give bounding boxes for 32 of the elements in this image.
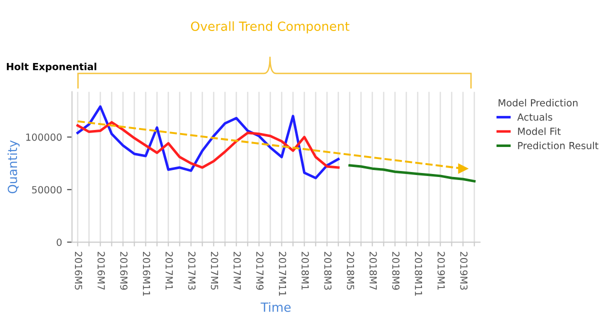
legend-label: Actuals bbox=[517, 113, 552, 121]
y-axis-title: Quantity bbox=[8, 140, 20, 194]
y-tick-label: 50000 bbox=[32, 186, 62, 194]
x-axis-title: Time bbox=[260, 302, 291, 312]
text: Overall Trend Component bbox=[191, 21, 350, 34]
x-tick-label: 2016M7 bbox=[98, 252, 105, 290]
x-tick-label: 2018M5 bbox=[346, 252, 354, 290]
legend-label: Model Fit bbox=[518, 127, 561, 135]
x-tick-label: 2017M3 bbox=[188, 252, 196, 290]
x-tick-label: 2018M3 bbox=[324, 252, 332, 290]
x-tick-label: 2018M9 bbox=[392, 252, 400, 290]
legend-label: Prediction Result bbox=[518, 142, 598, 150]
x-tick-label: 2016M11 bbox=[142, 252, 150, 296]
x-tick-label: 2017M11 bbox=[278, 252, 286, 296]
x-tick-label: 2016M9 bbox=[120, 252, 128, 290]
chart-title: Holt Exponential bbox=[6, 62, 96, 72]
line-series bbox=[348, 164, 476, 182]
x-tick-label: 2019M1 bbox=[438, 252, 445, 290]
legend-title: Model Prediction bbox=[498, 98, 578, 106]
x-tick-label: 2019M3 bbox=[460, 252, 468, 290]
line-series bbox=[76, 105, 340, 180]
x-tick-label: 2017M1 bbox=[166, 252, 173, 290]
x-tick-label: 2018M1 bbox=[302, 252, 309, 290]
x-tick-label: 2018M11 bbox=[414, 252, 422, 296]
x-tick-label: 2017M9 bbox=[256, 252, 264, 290]
y-tick-label: 0 bbox=[56, 238, 62, 246]
x-tick-label: 2017M7 bbox=[234, 252, 241, 290]
x-tick-label: 2016M5 bbox=[74, 252, 82, 290]
x-tick-label: 2018M7 bbox=[370, 252, 377, 290]
y-tick-label: 100000 bbox=[26, 134, 62, 141]
x-tick-label: 2017M5 bbox=[210, 252, 218, 290]
line-series bbox=[76, 121, 340, 169]
